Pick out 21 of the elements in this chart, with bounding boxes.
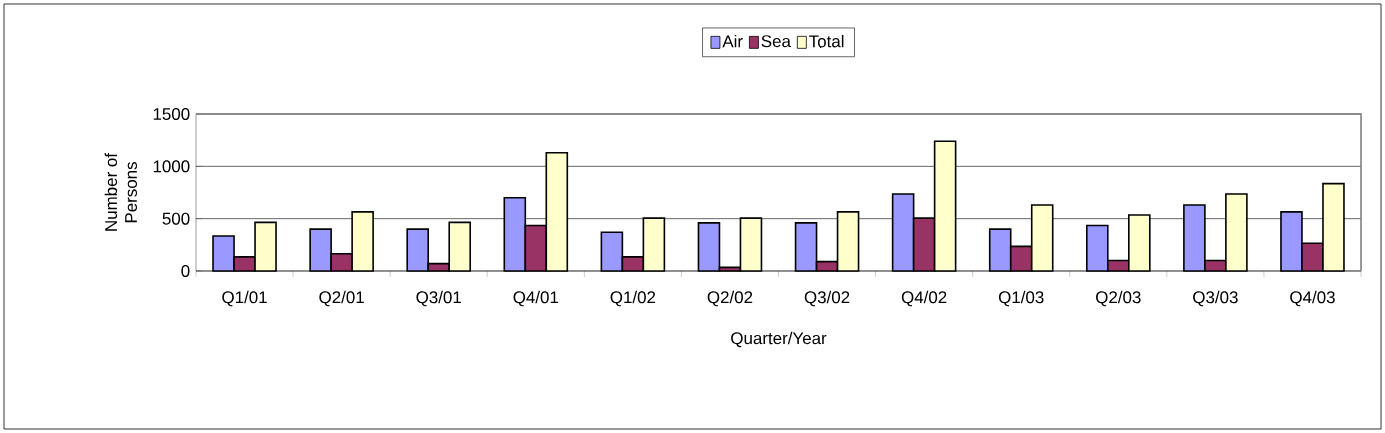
x-tick-label: Q2/03 <box>1096 290 1141 307</box>
y-tick-label: 0 <box>181 265 190 277</box>
legend-label: Total <box>809 34 844 48</box>
x-axis-title: Quarter/Year <box>731 331 827 348</box>
x-tick-label: Q4/03 <box>1290 290 1335 307</box>
x-tick-label: Q3/02 <box>804 290 850 307</box>
y-axis-title: Number of Persons <box>104 152 137 231</box>
x-tick-label: Q1/02 <box>610 290 656 307</box>
y-tick-label: 1000 <box>153 160 190 173</box>
y-tick-label: 500 <box>162 212 190 225</box>
x-tick-label: Q4/02 <box>901 290 947 307</box>
x-tick-label: Q2/02 <box>707 290 753 307</box>
x-tick-label: Q3/01 <box>416 290 461 307</box>
x-tick-label: Q1/01 <box>222 290 267 307</box>
y-tick-label: 1500 <box>153 108 190 120</box>
x-tick-label: Q3/03 <box>1193 290 1238 307</box>
x-tick-label: Q4/01 <box>513 290 559 307</box>
x-tick-label: Q2/01 <box>319 290 364 307</box>
x-tick-label: Q1/03 <box>998 290 1044 307</box>
legend-label: Air <box>722 34 743 48</box>
legend-label: Sea <box>761 35 791 48</box>
